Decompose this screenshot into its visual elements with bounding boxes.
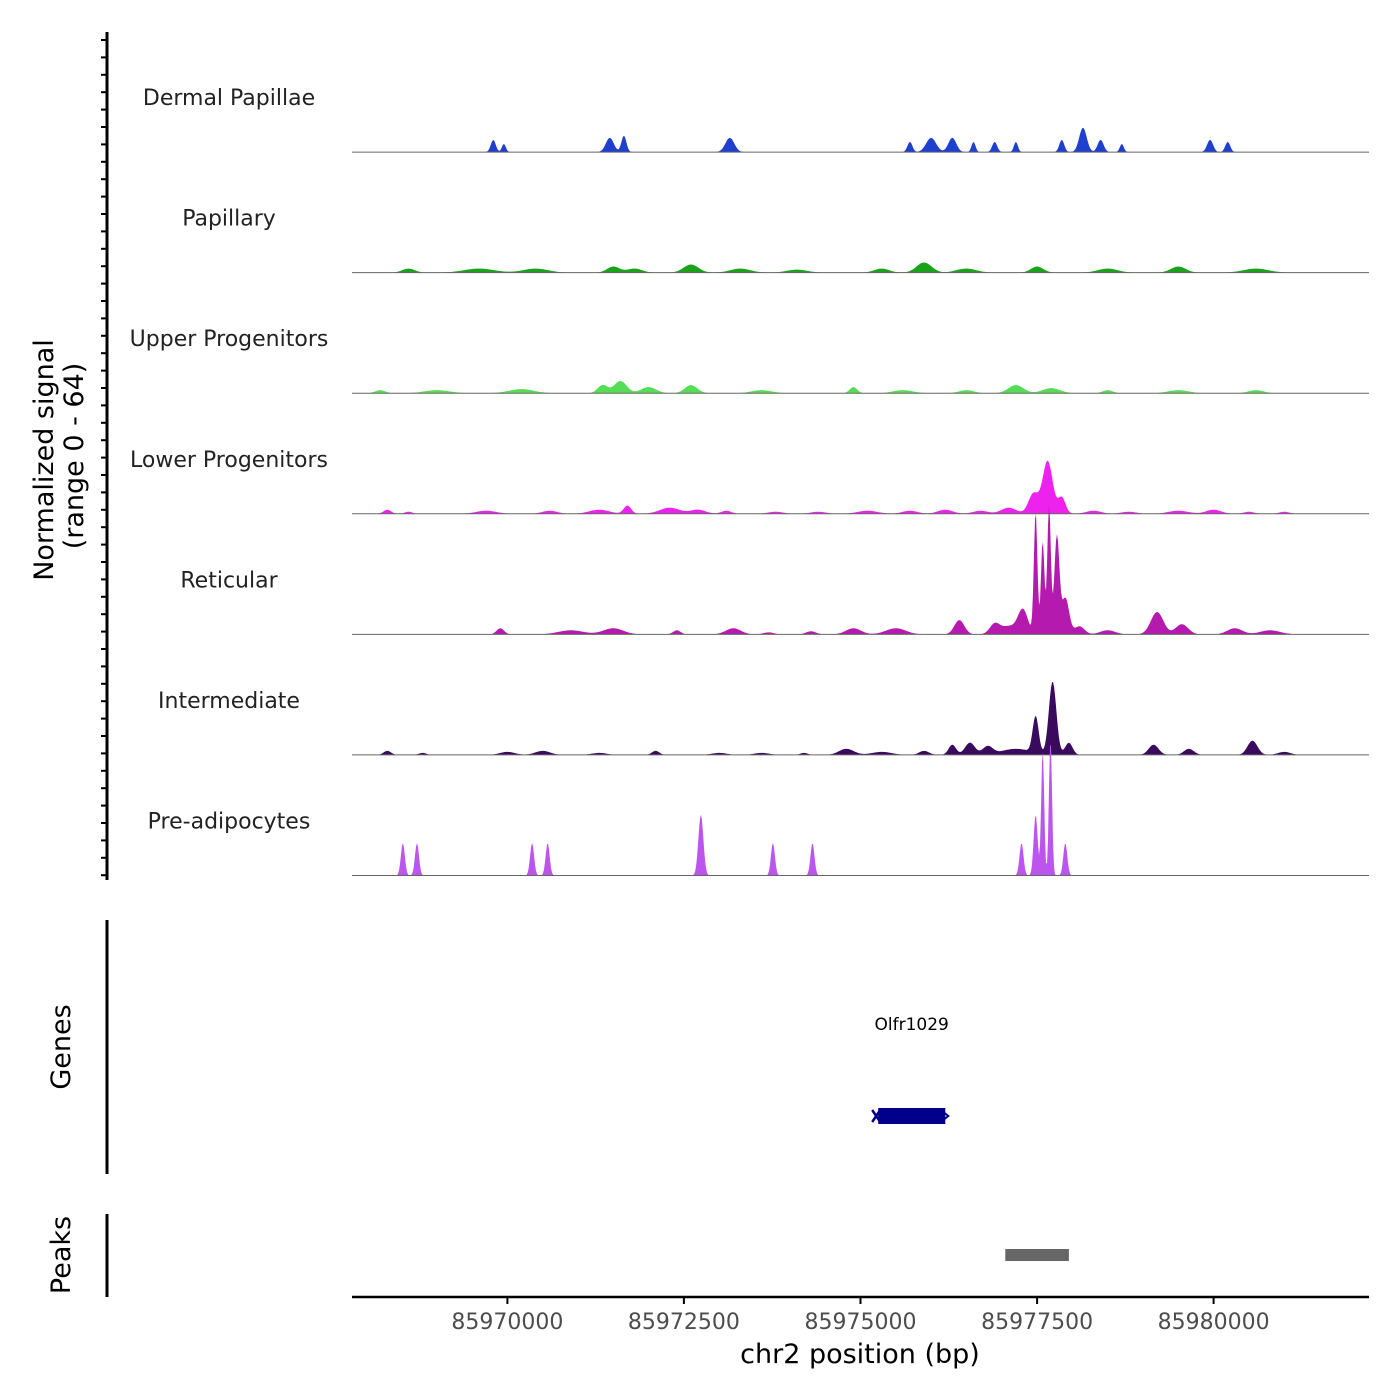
track-label: Reticular: [180, 568, 278, 593]
track-signal-area: [352, 681, 1369, 755]
track-lower-progenitors: Lower Progenitors: [130, 448, 1369, 515]
x-tick-label: 85972500: [628, 1310, 740, 1335]
track-signal-area: [352, 460, 1369, 514]
peak-region: [1005, 1249, 1069, 1261]
track-reticular: Reticular: [180, 504, 1369, 635]
peaks-panel-label: Peaks: [46, 1216, 77, 1294]
track-signal-area: [352, 127, 1369, 153]
signal-tracks: Dermal Papillae Papillary Upper Progenitor…: [130, 86, 1369, 876]
track-intermediate: Intermediate: [158, 681, 1369, 756]
signal-y-axis-ticks: [101, 39, 107, 877]
x-tick-label: 85977500: [981, 1310, 1093, 1335]
gene-label: Olfr1029: [875, 1015, 949, 1035]
genes-panel-label: Genes: [46, 1004, 77, 1089]
track-label: Pre-adipocytes: [148, 810, 311, 835]
signal-y-axis-title: Normalized signal: [29, 339, 60, 581]
track-signal-area: [352, 504, 1369, 635]
track-signal-area: [352, 262, 1369, 273]
x-axis-title: chr2 position (bp): [740, 1339, 980, 1370]
gene-body: [878, 1108, 946, 1124]
track-label: Dermal Papillae: [143, 86, 315, 111]
track-signal-area: [352, 381, 1369, 394]
peaks-panel: [1005, 1249, 1069, 1261]
track-signal-area: [352, 745, 1369, 876]
signal-y-axis-range: (range 0 - 64): [59, 363, 90, 550]
genes-panel: Olfr1029: [871, 1015, 950, 1124]
track-label: Lower Progenitors: [130, 448, 328, 473]
gene-end-marker: [942, 1111, 950, 1121]
track-label: Intermediate: [158, 689, 300, 714]
x-tick-label: 85975000: [805, 1310, 917, 1335]
track-pre-adipocytes: Pre-adipocytes: [148, 745, 1369, 876]
x-axis-ticks: 85970000 85972500 85975000 85977500 85980000: [451, 1297, 1270, 1335]
x-tick-label: 85970000: [451, 1310, 563, 1335]
track-label: Upper Progenitors: [130, 327, 329, 352]
x-tick-label: 85980000: [1158, 1310, 1270, 1335]
track-papillary: Papillary: [182, 207, 1369, 274]
track-upper-progenitors: Upper Progenitors: [130, 327, 1369, 394]
track-dermal-papillae: Dermal Papillae: [143, 86, 1369, 153]
gene-strand-marker: [871, 1109, 882, 1123]
track-label: Papillary: [182, 207, 276, 232]
